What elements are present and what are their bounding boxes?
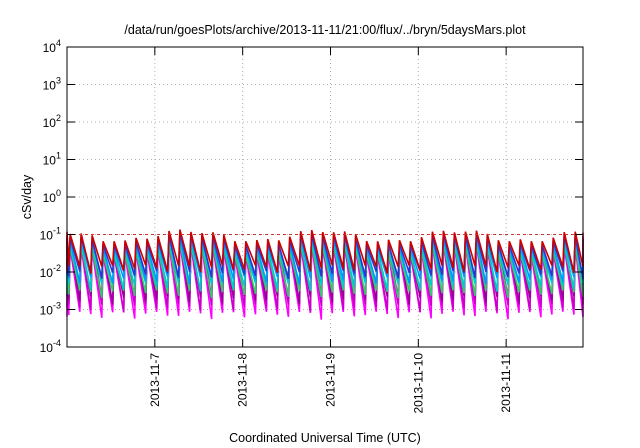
y-tick-label-exponent: -2	[53, 263, 61, 273]
series-layer	[66, 229, 584, 320]
y-tick-label-base: 10	[43, 154, 57, 168]
y-tick-label-exponent: -4	[53, 338, 61, 348]
series-line	[66, 229, 584, 274]
y-tick-label: 10-1	[40, 226, 61, 243]
x-axis-title: Coordinated Universal Time (UTC)	[229, 431, 421, 445]
y-tick-label-exponent: 4	[56, 38, 61, 48]
y-tick-label: 102	[43, 113, 61, 130]
tick-layer	[67, 46, 583, 348]
y-tick-label-base: 10	[43, 116, 57, 130]
y-tick-label-base: 10	[43, 79, 57, 93]
y-tick-label: 10-2	[40, 263, 61, 280]
y-tick-label: 104	[43, 38, 61, 55]
y-tick-label: 103	[43, 76, 61, 93]
y-tick-label-exponent: -3	[53, 301, 61, 311]
x-tick-label: 2013-11-9	[323, 353, 337, 407]
x-tick-label: 2013-11-11	[499, 353, 513, 413]
y-tick-label-exponent: -1	[53, 226, 61, 236]
y-tick-label-exponent: 2	[56, 113, 61, 123]
y-tick-label-base: 10	[40, 229, 54, 243]
y-tick-label: 101	[43, 151, 61, 168]
y-tick-label-base: 10	[40, 266, 54, 280]
chart-title: /data/run/goesPlots/archive/2013-11-11/2…	[124, 23, 526, 37]
x-tick-labels: 2013-11-7 2013-11-8 2013-11-9 2013-11-10 201…	[148, 353, 513, 414]
x-tick-label: 2013-11-8	[236, 353, 250, 407]
y-axis-title: cSv/day	[20, 174, 34, 219]
y-tick-label-base: 10	[43, 41, 57, 55]
y-tick-label: 100	[43, 188, 61, 205]
x-tick-label: 2013-11-10	[411, 353, 425, 414]
x-tick-label: 2013-11-7	[148, 353, 162, 407]
y-tick-label: 10-3	[40, 301, 61, 318]
y-tick-label-base: 10	[40, 341, 54, 355]
y-tick-label-exponent: 0	[56, 188, 61, 198]
y-tick-label-base: 10	[40, 304, 54, 318]
y-tick-label: 10-4	[40, 338, 61, 355]
plot-frame	[66, 46, 584, 348]
y-tick-label-exponent: 1	[56, 151, 61, 161]
y-tick-label-base: 10	[43, 191, 57, 205]
y-tick-label-exponent: 3	[56, 76, 61, 86]
